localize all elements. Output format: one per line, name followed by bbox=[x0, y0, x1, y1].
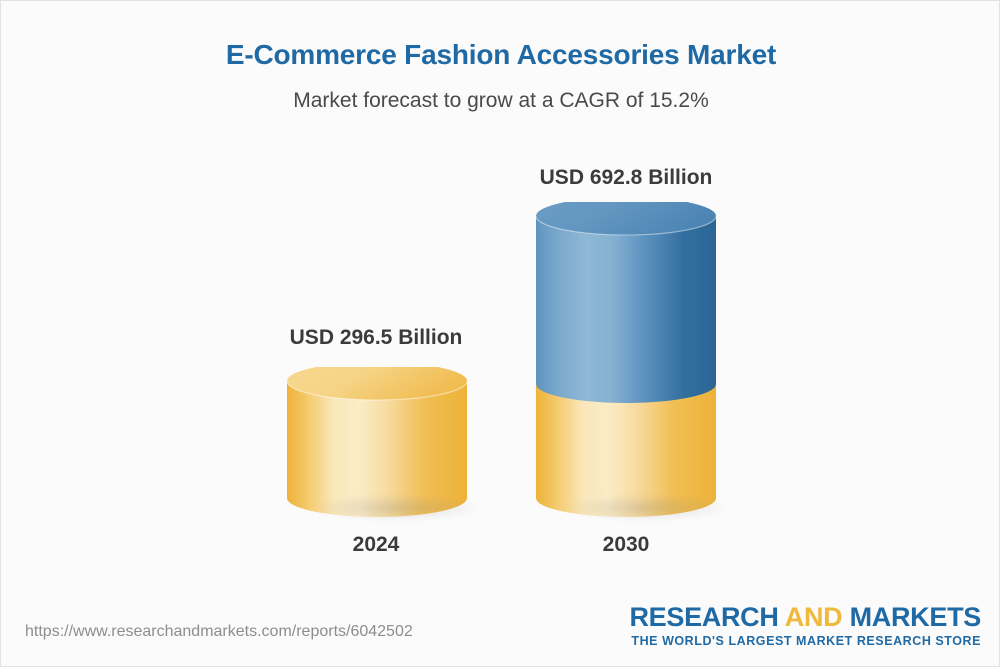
research-and-markets-logo[interactable]: RESEARCH AND MARKETS THE WORLD'S LARGEST… bbox=[629, 603, 981, 649]
value-label-2024: USD 296.5 Billion bbox=[289, 326, 463, 349]
value-label-2030: USD 692.8 Billion bbox=[539, 166, 713, 189]
cylinder-2024-body bbox=[287, 381, 467, 517]
logo-wordmark: RESEARCH AND MARKETS bbox=[629, 603, 981, 631]
bar-shadow bbox=[564, 495, 729, 521]
bar-2030 bbox=[535, 197, 729, 521]
logo-word-and: AND bbox=[784, 602, 843, 632]
cylinder-2030-top-rim bbox=[535, 215, 717, 236]
bar-2024 bbox=[286, 362, 480, 521]
category-label-2024: 2024 bbox=[352, 533, 400, 556]
cylinder-2030-base-segment bbox=[536, 384, 716, 517]
bar-shadow bbox=[315, 495, 480, 521]
logo-word-research: RESEARCH bbox=[629, 602, 785, 632]
cylinder-2030-growth-segment bbox=[536, 216, 716, 403]
cylinder-2024-top-rim bbox=[286, 380, 468, 401]
plot-area bbox=[1, 1, 999, 601]
page-title: E-Commerce Fashion Accessories Market bbox=[225, 39, 777, 70]
logo-tagline: THE WORLD'S LARGEST MARKET RESEARCH STOR… bbox=[631, 634, 981, 649]
chart-subtitle: Market forecast to grow at a CAGR of 15.… bbox=[293, 89, 709, 112]
cylinder-2024-graphic bbox=[286, 362, 468, 517]
cylinder-2024-top-ellipse bbox=[287, 362, 467, 400]
logo-word-markets: MARKETS bbox=[842, 602, 982, 632]
report-url[interactable]: https://www.researchandmarkets.com/repor… bbox=[25, 623, 413, 640]
category-label-2030: 2030 bbox=[602, 533, 650, 556]
cylinder-2030-top-ellipse bbox=[536, 197, 716, 235]
cylinder-2030-graphic bbox=[535, 197, 717, 517]
